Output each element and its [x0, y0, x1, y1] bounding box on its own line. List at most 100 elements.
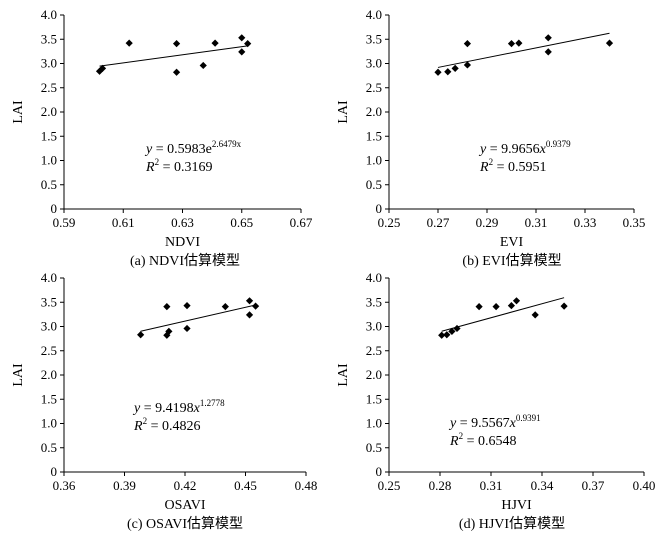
r-squared: R2 = 0.4826 [133, 416, 200, 434]
panel-d: 0 0.5 1.0 1.5 2.0 2.5 3.0 3.5 4.0 0.25 0.28 0.31 0.3… [336, 270, 655, 532]
panel-caption: (c) OSAVI估算模型 [127, 516, 243, 532]
equation-part: = 9.9656 [486, 142, 539, 157]
x-tick-label: 0.34 [531, 478, 554, 493]
y-tick-label: 0.5 [41, 440, 57, 455]
equation-part: 0.9391 [516, 413, 541, 423]
y-tick-label: 4.0 [366, 7, 382, 22]
data-point [172, 40, 181, 48]
data-point [251, 302, 260, 310]
equation-part: 2 [489, 157, 494, 167]
r-squared: R2 = 0.6548 [449, 431, 516, 449]
y-tick-label: 0 [376, 201, 383, 216]
panel-caption: (a) NDVI估算模型 [130, 253, 240, 269]
data-point [531, 311, 539, 319]
equation-part: x [193, 401, 201, 416]
y-tick-label: 2.5 [366, 80, 382, 95]
data-point [515, 39, 523, 47]
equation-part: x [539, 142, 547, 157]
data-point [245, 311, 254, 319]
data-point [544, 34, 552, 42]
panel-c: 0 0.5 1.0 1.5 2.0 2.5 3.0 3.5 4.0 0.36 0.39 0.42 0.4… [11, 270, 317, 532]
trend-line [99, 45, 248, 67]
x-axis-label: EVI [500, 235, 524, 250]
y-tick-label: 2.0 [41, 367, 57, 382]
equation-part: R [133, 419, 143, 434]
y-tick-label: 1.0 [366, 153, 382, 168]
equation-part: 2 [155, 157, 160, 167]
y-tick-label: 3.5 [366, 294, 382, 309]
data-point [444, 68, 452, 76]
equation-part: R [449, 434, 459, 449]
trend-line [437, 32, 610, 68]
equation-part: = 0.6548 [463, 434, 516, 449]
equation-part: R [479, 160, 489, 175]
x-tick-label: 0.29 [476, 215, 499, 230]
data-point [475, 303, 483, 311]
y-tick-label: 2.0 [366, 367, 382, 382]
y-tick-label: 2.5 [41, 343, 57, 358]
x-tick-label: 0.59 [53, 215, 76, 230]
data-point [199, 61, 207, 70]
y-tick-label: 2.0 [366, 104, 382, 119]
x-axis-label: HJVI [501, 498, 532, 513]
x-tick-label: 0.39 [113, 478, 136, 493]
panel-caption: (d) HJVI估算模型 [459, 516, 565, 532]
data-point [211, 39, 219, 47]
equation-part: y [478, 142, 487, 157]
x-axis-label: NDVI [165, 235, 200, 250]
equation-part: = 0.3169 [159, 160, 212, 175]
x-tick-label: 0.61 [112, 215, 135, 230]
x-tick-label: 0.63 [171, 215, 194, 230]
data-point [492, 303, 500, 311]
y-tick-label: 0 [51, 201, 58, 216]
y-tick-label: 3.0 [41, 319, 57, 334]
trend-line [140, 304, 256, 332]
x-tick-label: 0.48 [295, 478, 318, 493]
y-tick-label: 2.5 [41, 80, 57, 95]
x-axis-label: OSAVI [165, 498, 206, 513]
data-point [507, 302, 515, 310]
data-point [172, 68, 181, 76]
data-point [448, 327, 456, 335]
x-tick-label: 0.31 [480, 478, 503, 493]
data-point [165, 327, 173, 335]
y-tick-label: 3.5 [366, 31, 382, 46]
data-point [453, 324, 461, 333]
data-point [605, 39, 614, 47]
y-axis-label: LAI [11, 100, 26, 124]
y-tick-label: 0.5 [41, 177, 57, 192]
x-tick-label: 0.65 [230, 215, 253, 230]
equation-part: = 9.4198 [140, 401, 193, 416]
equation-part: 1.2778 [200, 398, 225, 408]
y-tick-label: 3.5 [41, 31, 57, 46]
x-tick-label: 0.40 [633, 478, 656, 493]
x-tick-label: 0.67 [290, 215, 313, 230]
equation-part: 2.6479x [212, 139, 242, 149]
y-tick-label: 1.0 [41, 416, 57, 431]
data-point [244, 40, 252, 48]
data-point [98, 64, 107, 72]
equation-part: 2 [459, 431, 464, 441]
data-point [544, 48, 552, 56]
data-point [125, 39, 133, 47]
data-point [463, 61, 471, 69]
equation-part: = 0.4826 [147, 419, 200, 434]
x-tick-label: 0.28 [429, 478, 452, 493]
panel-caption: (b) EVI估算模型 [462, 253, 561, 269]
x-tick-label: 0.45 [234, 478, 257, 493]
x-tick-label: 0.27 [427, 215, 450, 230]
equation-part: x [509, 416, 517, 431]
x-tick-label: 0.37 [582, 478, 605, 493]
y-tick-label: 4.0 [41, 7, 57, 22]
trend-line [441, 297, 565, 332]
data-point [451, 64, 459, 72]
r-squared: R2 = 0.3169 [145, 157, 212, 175]
data-point [163, 303, 171, 311]
r-squared: R2 = 0.5951 [479, 157, 546, 175]
equation-part: 0.9379 [546, 139, 571, 149]
x-tick-label: 0.35 [623, 215, 646, 230]
equation-part: = 0.5951 [493, 160, 546, 175]
data-point [507, 40, 516, 48]
y-tick-label: 2.5 [366, 343, 382, 358]
y-tick-label: 0.5 [366, 177, 382, 192]
